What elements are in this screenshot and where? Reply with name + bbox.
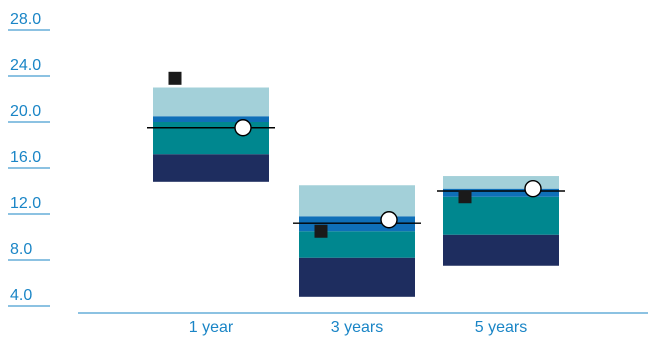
x-axis-category-labels: 1 year 3 years 5 years — [189, 319, 527, 336]
band-segment — [153, 87, 269, 117]
band-segment — [299, 185, 415, 217]
square-marker — [458, 190, 472, 204]
square-marker — [168, 71, 182, 85]
y-tick-label: 12.0 — [10, 195, 41, 212]
y-axis-tick-marks — [8, 29, 50, 307]
y-tick-label: 8.0 — [10, 241, 32, 258]
band-segment — [153, 116, 269, 122]
y-tick-label: 4.0 — [10, 287, 32, 304]
square-marker — [314, 224, 328, 238]
y-tick-label: 20.0 — [10, 103, 41, 120]
band-segment — [443, 176, 559, 189]
band-segment — [153, 154, 269, 182]
y-axis-tick-labels: 28.0 24.0 20.0 16.0 12.0 8.0 4.0 — [10, 11, 41, 304]
circle-marker — [524, 179, 542, 198]
x-category-label: 5 years — [475, 319, 527, 336]
y-tick-label: 28.0 — [10, 11, 41, 28]
circle-marker — [380, 211, 398, 229]
overlays — [147, 71, 565, 238]
x-category-label: 3 years — [331, 319, 383, 336]
circle-marker — [234, 119, 252, 137]
bands — [153, 87, 559, 297]
band-segment — [443, 234, 559, 266]
y-tick-label: 16.0 — [10, 149, 41, 166]
band-segment — [299, 257, 415, 297]
y-tick-label: 24.0 — [10, 57, 41, 74]
band-segment — [443, 188, 559, 197]
x-category-label: 1 year — [189, 319, 234, 336]
